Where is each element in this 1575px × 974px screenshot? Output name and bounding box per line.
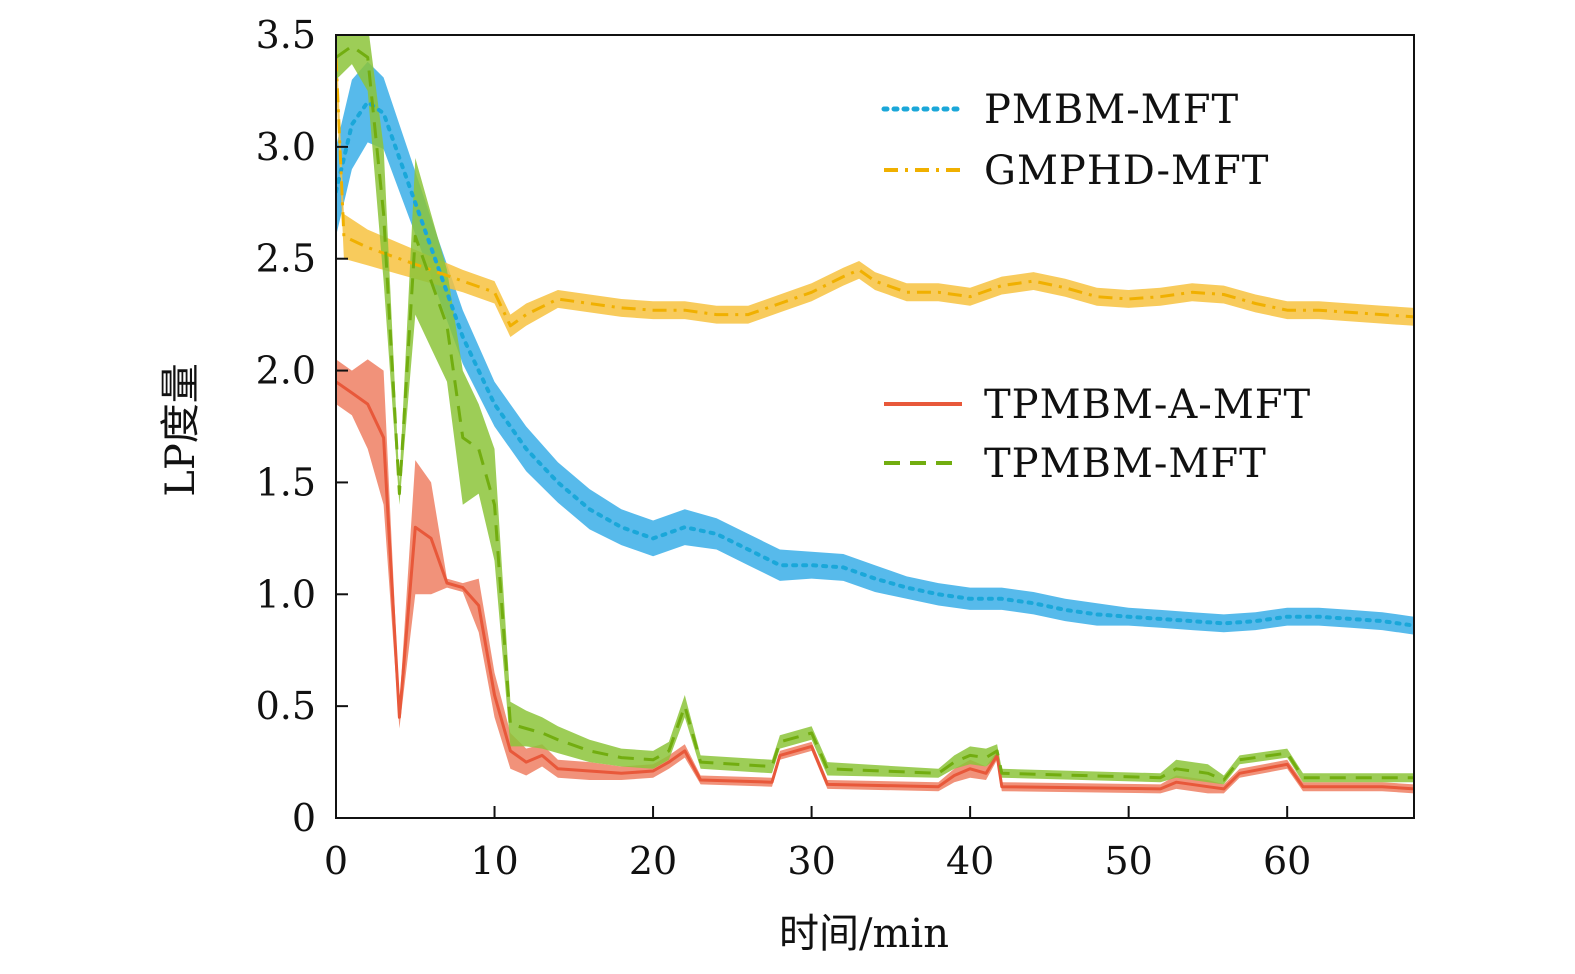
confidence-bands [336,35,1414,794]
x-tick-label: 30 [787,839,835,883]
x-tick-label: 40 [946,839,994,883]
plot-frame [335,34,1415,819]
gmphd-mft-line [336,57,1414,328]
tpmbm-a-mft-line [336,380,1414,791]
legend-label: TPMBM-A-MFT [984,382,1311,428]
x-tick-label: 0 [324,839,348,883]
y-tick-label: 3.0 [256,125,316,169]
x-tick-label: 20 [629,839,677,883]
x-tick-label: 10 [470,839,518,883]
y-tick-label: 0.5 [256,684,316,728]
legend-label: TPMBM-MFT [984,441,1267,487]
series-lines [336,44,1414,791]
legend-label: PMBM-MFT [984,87,1239,133]
pmbm-mft-line [336,100,1414,628]
gmphd-mft-band [336,35,1414,337]
tpmbm-mft-line [336,44,1414,782]
legend-label: GMPHD-MFT [984,148,1269,194]
y-tick-label: 1.5 [256,460,316,504]
y-axis: 0 0.5 1.0 1.5 2.0 2.5 3.0 3.5 [256,13,348,840]
x-tick-label: 50 [1104,839,1152,883]
y-tick-label: 3.5 [256,13,316,57]
x-axis-title: 时间/min [779,911,949,957]
y-tick-label: 2.0 [256,349,316,393]
x-axis: 0 10 20 30 40 50 60 [324,806,1311,883]
y-tick-label: 2.5 [256,237,316,281]
legend: PMBM-MFT GMPHD-MFT TPMBM-A-MFT TPMBM-MFT [881,87,1311,487]
x-tick-label: 60 [1263,839,1311,883]
y-tick-label: 0 [292,796,316,840]
y-tick-label: 1.0 [256,572,316,616]
y-axis-title: LP度量 [158,363,204,496]
